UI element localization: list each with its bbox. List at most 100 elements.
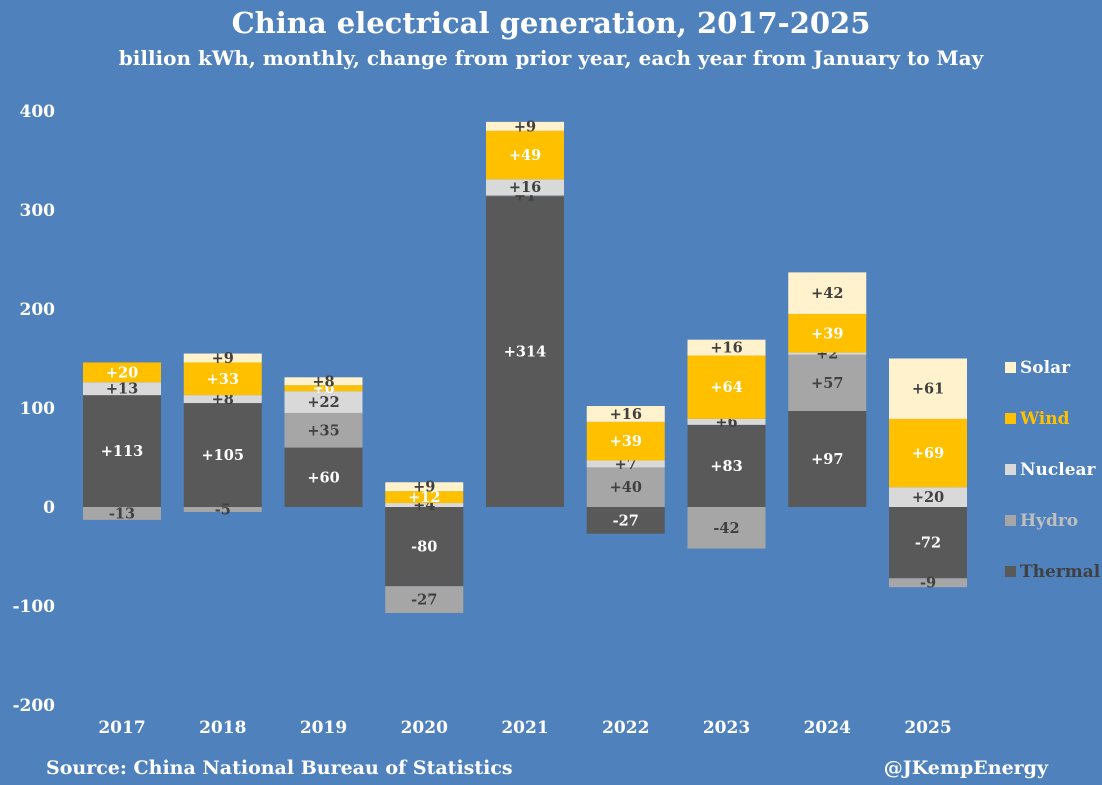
- bar-segment-hydro: [687, 507, 766, 549]
- data-label: -72: [915, 535, 941, 552]
- data-label: -13: [109, 505, 135, 522]
- legend-label-nuclear: Nuclear: [1020, 460, 1097, 480]
- data-label: +57: [811, 375, 843, 392]
- bar-segment-thermal: [385, 507, 464, 587]
- source-note: Source: China National Bureau of Statist…: [46, 757, 513, 779]
- y-tick-label: 100: [20, 399, 56, 419]
- data-label: +83: [710, 458, 742, 475]
- bar-segment-thermal: [183, 403, 262, 507]
- x-tick-label: 2024: [804, 718, 851, 738]
- bar-segment-nuclear: [83, 382, 161, 396]
- bar-segment-wind: [586, 421, 665, 461]
- data-label: -5: [215, 501, 231, 518]
- data-label: +9: [212, 350, 234, 367]
- data-label: -27: [411, 592, 437, 609]
- data-label: +33: [207, 371, 239, 388]
- data-label: +49: [509, 147, 541, 164]
- data-label: +97: [811, 451, 843, 468]
- y-tick-label: 400: [20, 102, 56, 122]
- legend-swatch-wind: [1005, 413, 1016, 424]
- legend-swatch-hydro: [1005, 515, 1016, 526]
- data-label: +69: [912, 445, 944, 462]
- bar-segment-solar: [183, 353, 262, 363]
- bar-segment-nuclear: [486, 179, 564, 196]
- bar-segment-solar: [385, 482, 464, 492]
- bar-segment-wind: [284, 385, 363, 392]
- y-tick-label: -100: [12, 597, 55, 617]
- bar-segment-nuclear: [284, 391, 363, 413]
- data-label: +64: [710, 379, 742, 396]
- data-label: -42: [713, 520, 739, 537]
- data-label: +8: [212, 391, 234, 408]
- data-label: +16: [710, 340, 742, 357]
- y-tick-label: 200: [20, 300, 56, 320]
- bar-segment-thermal: [687, 424, 766, 507]
- x-tick-label: 2019: [300, 718, 347, 738]
- data-label: +9: [413, 479, 435, 496]
- bar-segment-wind: [83, 362, 161, 383]
- bar-segment-nuclear: [586, 460, 665, 468]
- legend-label-hydro: Hydro: [1020, 511, 1078, 531]
- bar-segment-wind: [183, 362, 262, 396]
- bar-segment-hydro: [183, 507, 262, 512]
- y-tick-label: 0: [43, 498, 55, 518]
- bar-segment-solar: [687, 339, 766, 356]
- bar-segment-thermal: [586, 507, 665, 534]
- x-tick-label: 2022: [602, 718, 649, 738]
- data-label: +16: [610, 406, 642, 423]
- bar-segment-wind: [486, 130, 564, 180]
- legend-label-thermal: Thermal: [1020, 562, 1101, 582]
- author-credit: @JKempEnergy: [883, 757, 1048, 779]
- data-label: +20: [912, 489, 944, 506]
- data-label: +314: [504, 344, 546, 361]
- data-label: -9: [920, 575, 936, 592]
- bar-segment-nuclear: [788, 352, 867, 355]
- bar-segment-thermal: [486, 196, 564, 507]
- x-tick-label: 2020: [401, 718, 448, 738]
- data-label: +16: [509, 179, 541, 196]
- bar-segment-hydro: [284, 412, 363, 448]
- data-label: +9: [514, 118, 536, 135]
- bar-segment-wind: [385, 491, 464, 504]
- bar-segment-nuclear: [889, 487, 967, 507]
- data-label: +8: [312, 373, 334, 390]
- data-label: +20: [106, 364, 138, 381]
- bar-segment-solar: [284, 377, 363, 386]
- bar-segment-wind: [889, 418, 967, 488]
- data-label: +60: [307, 469, 339, 486]
- bar-segment-thermal: [788, 410, 867, 507]
- data-label: +22: [307, 394, 339, 411]
- data-label: +12: [408, 489, 440, 506]
- bar-segment-thermal: [889, 507, 967, 579]
- legend-swatch-nuclear: [1005, 464, 1016, 475]
- data-label: +40: [610, 479, 642, 496]
- data-label: -80: [411, 539, 437, 556]
- data-label: -27: [613, 512, 639, 529]
- data-label: +13: [106, 381, 138, 398]
- x-tick-label: 2021: [501, 718, 548, 738]
- data-label: +35: [307, 422, 339, 439]
- bar-segment-hydro: [486, 195, 564, 197]
- bar-segment-solar: [586, 406, 665, 422]
- data-label: +42: [811, 285, 843, 302]
- bar-segment-solar: [486, 121, 564, 131]
- bar-segment-thermal: [284, 447, 363, 507]
- x-tick-label: 2017: [98, 718, 145, 738]
- data-label: +39: [811, 325, 843, 342]
- bar-segment-thermal: [83, 395, 161, 507]
- bar-segment-wind: [687, 355, 766, 419]
- legend-swatch-solar: [1005, 362, 1016, 373]
- bar-segment-hydro: [788, 354, 867, 411]
- bar-segment-nuclear: [183, 395, 262, 404]
- x-tick-label: 2018: [199, 718, 246, 738]
- chart-title: China electrical generation, 2017-2025: [231, 6, 871, 40]
- bar-segment-wind: [788, 313, 867, 353]
- bar-segment-hydro: [586, 467, 665, 507]
- bar-segment-solar: [788, 272, 867, 314]
- bar-segment-nuclear: [687, 418, 766, 425]
- x-tick-label: 2023: [703, 718, 750, 738]
- bar-segment-solar: [889, 358, 967, 419]
- data-label: +113: [101, 443, 143, 460]
